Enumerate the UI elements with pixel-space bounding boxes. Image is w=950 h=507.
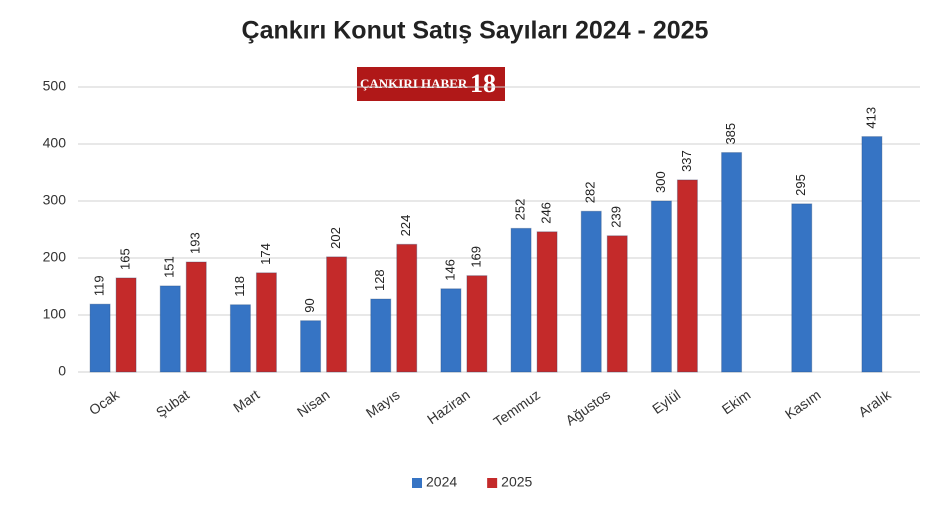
watermark: ÇANKIRI HABER 18 xyxy=(355,65,507,103)
x-tick-label: Eylül xyxy=(649,386,683,417)
watermark-number: 18 xyxy=(470,69,496,98)
y-tick-label: 300 xyxy=(43,192,67,208)
bar xyxy=(861,136,883,373)
bar xyxy=(185,261,207,373)
bar xyxy=(580,210,602,373)
value-label: 252 xyxy=(513,199,528,221)
value-label: 193 xyxy=(188,232,203,254)
bar xyxy=(440,288,462,373)
value-label: 385 xyxy=(723,123,738,145)
x-tick-label: Ekim xyxy=(719,386,754,417)
value-label: 413 xyxy=(863,107,878,129)
legend-swatch xyxy=(487,478,498,488)
bar xyxy=(510,227,532,373)
bar xyxy=(676,179,698,373)
x-tick-label: Haziran xyxy=(424,386,473,427)
x-tick-label: Kasım xyxy=(782,386,824,422)
bar xyxy=(115,277,137,373)
y-tick-label: 200 xyxy=(43,249,67,265)
watermark-text: ÇANKIRI HABER xyxy=(360,76,468,91)
value-label: 151 xyxy=(162,256,177,278)
value-label: 165 xyxy=(118,248,133,270)
value-label: 295 xyxy=(793,174,808,196)
bar xyxy=(721,152,743,373)
value-label: 119 xyxy=(92,275,107,296)
bar xyxy=(466,275,488,373)
legend-label: 2025 xyxy=(501,474,532,490)
bar xyxy=(606,235,628,373)
bar xyxy=(159,285,181,373)
bar xyxy=(370,298,392,373)
value-label: 118 xyxy=(232,276,247,297)
value-label: 282 xyxy=(583,182,598,204)
bar xyxy=(89,303,111,373)
value-label: 174 xyxy=(258,243,273,265)
watermark-box xyxy=(355,65,507,103)
value-label: 246 xyxy=(539,202,554,224)
x-tick-label: Nisan xyxy=(294,386,333,420)
value-label: 202 xyxy=(328,227,343,249)
y-tick-label: 0 xyxy=(58,363,66,379)
y-tick-label: 500 xyxy=(43,78,67,94)
bar xyxy=(396,243,418,373)
x-tick-label: Temmuz xyxy=(490,386,543,429)
x-tick-label: Mayıs xyxy=(363,386,403,421)
value-label: 224 xyxy=(398,215,413,237)
legend-label: 2024 xyxy=(426,474,457,490)
bar xyxy=(791,203,813,373)
value-label: 90 xyxy=(302,298,317,312)
bar xyxy=(536,231,558,373)
value-label: 128 xyxy=(372,269,387,291)
value-label: 337 xyxy=(679,150,694,172)
value-label: 239 xyxy=(609,206,624,228)
bar xyxy=(300,320,322,373)
y-tick-label: 400 xyxy=(43,135,67,151)
legend-swatch xyxy=(412,478,422,488)
chart-title: Çankırı Konut Satış Sayıları 2024 - 2025 xyxy=(242,17,709,45)
bar xyxy=(326,256,348,373)
value-label: 300 xyxy=(653,171,668,193)
y-tick-label: 100 xyxy=(43,306,67,322)
bar xyxy=(255,272,277,373)
value-label: 146 xyxy=(442,259,457,281)
value-label: 169 xyxy=(468,246,483,268)
bar xyxy=(229,304,251,373)
x-tick-label: Ağustos xyxy=(562,386,613,428)
bar xyxy=(650,200,672,373)
x-tick-label: Aralık xyxy=(855,386,894,420)
x-tick-label: Ocak xyxy=(86,386,123,418)
x-tick-label: Mart xyxy=(230,386,262,415)
x-tick-label: Şubat xyxy=(153,386,192,420)
